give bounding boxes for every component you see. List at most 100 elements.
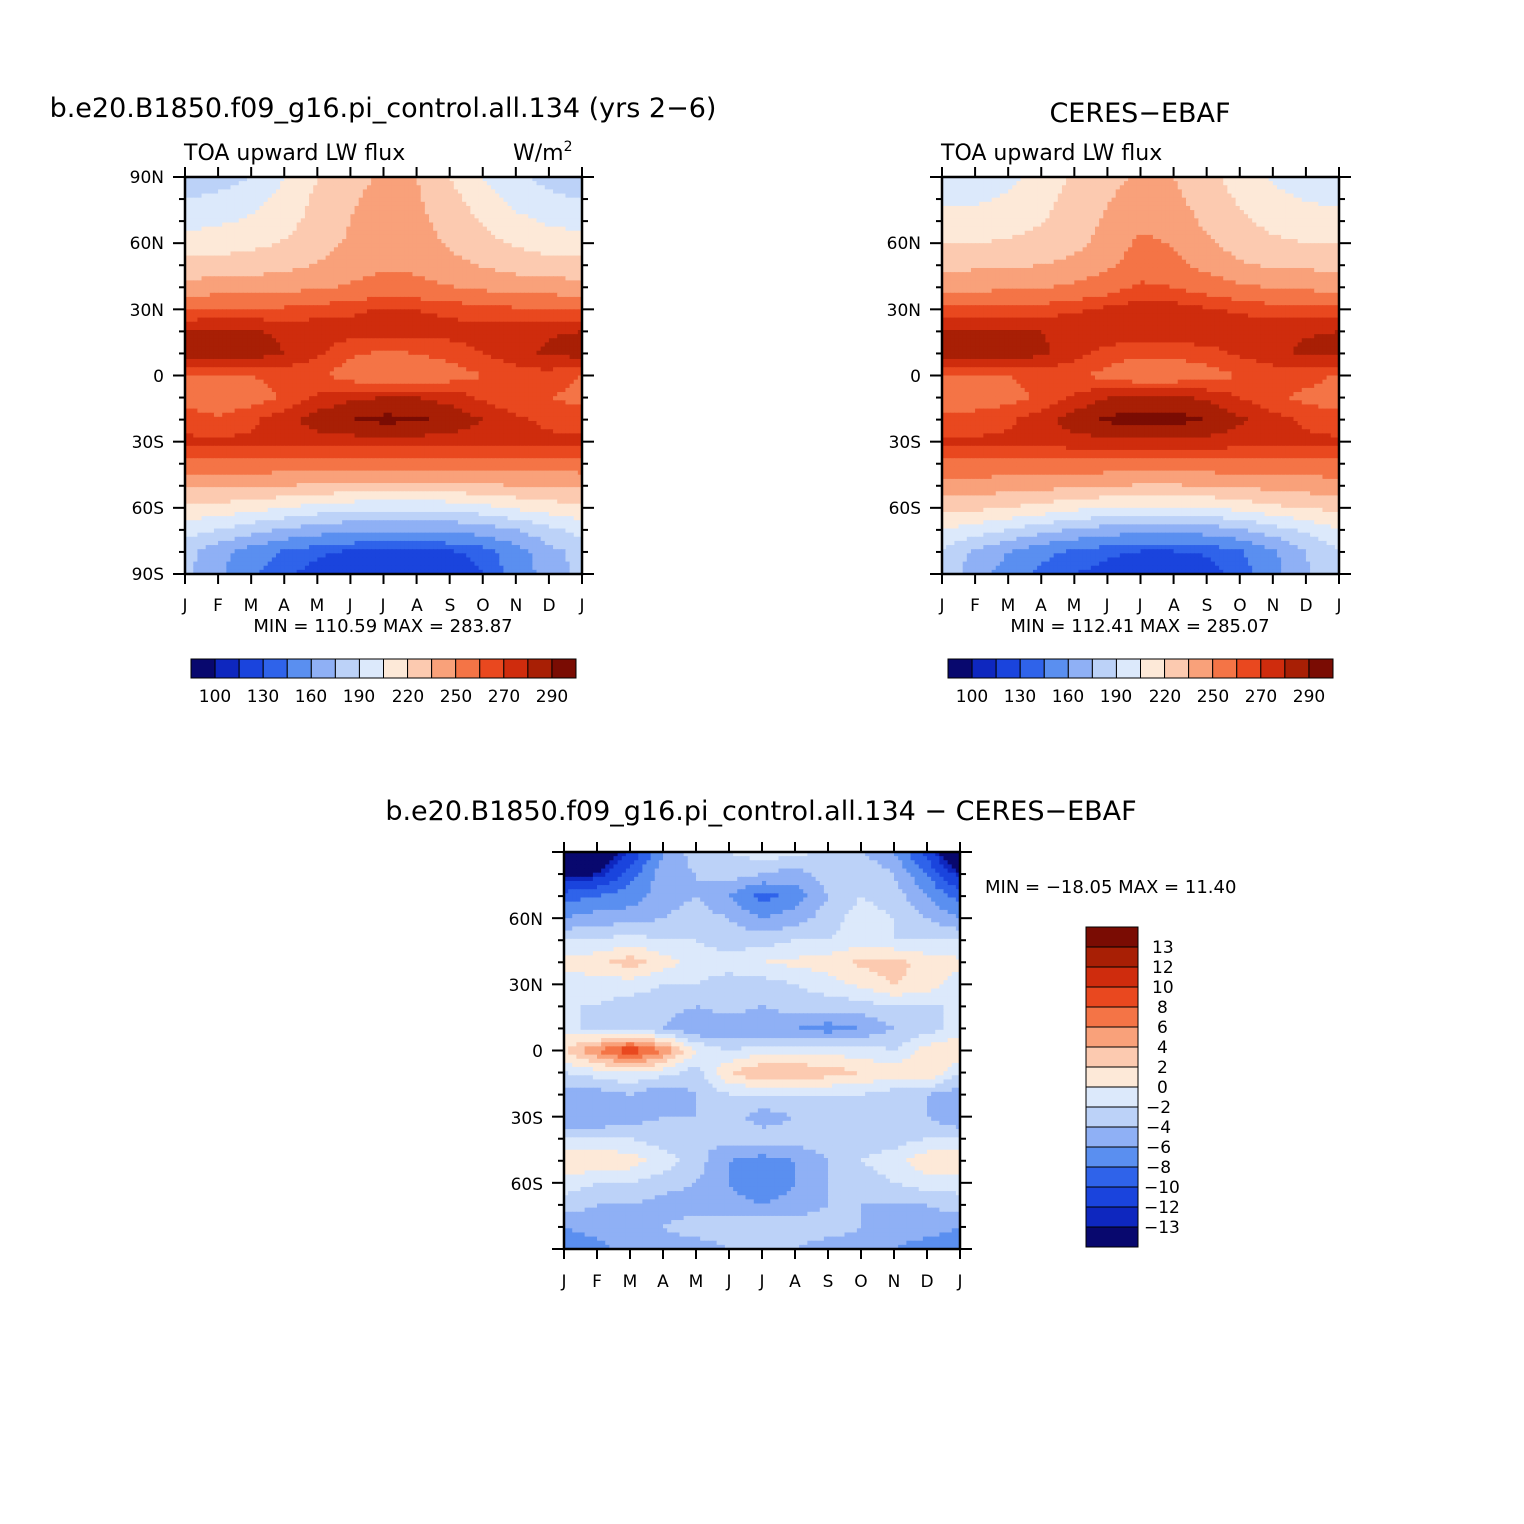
heatmap-cell xyxy=(210,247,215,252)
heatmap-cell xyxy=(293,227,298,232)
heatmap-cell xyxy=(396,338,401,343)
heatmap-cell xyxy=(297,243,302,248)
heatmap-cell xyxy=(520,260,525,265)
heatmap-cell xyxy=(367,231,372,236)
heatmap-cell xyxy=(446,359,451,364)
heatmap-cell xyxy=(384,322,389,327)
heatmap-cell xyxy=(297,359,302,364)
heatmap-cell xyxy=(528,326,533,331)
heatmap-cell xyxy=(309,355,314,360)
heatmap-cell xyxy=(565,185,570,190)
heatmap-cell xyxy=(396,297,401,302)
heatmap-cell xyxy=(330,185,335,190)
heatmap-cell xyxy=(421,297,426,302)
heatmap-cell xyxy=(441,384,446,389)
heatmap-cell xyxy=(541,309,546,314)
heatmap-cell xyxy=(326,268,331,273)
heatmap-cell xyxy=(210,371,215,376)
heatmap-cell xyxy=(367,318,372,323)
heatmap-cell xyxy=(417,347,422,352)
heatmap-cell xyxy=(425,256,430,261)
heatmap-cell xyxy=(301,189,306,194)
heatmap-cell xyxy=(425,330,430,335)
heatmap-cell xyxy=(326,247,331,252)
heatmap-cell xyxy=(524,231,529,236)
heatmap-cell xyxy=(251,351,256,356)
heatmap-cell xyxy=(243,359,248,364)
heatmap-cell xyxy=(466,222,471,227)
heatmap-cell xyxy=(553,276,558,281)
heatmap-cell xyxy=(516,338,521,343)
heatmap-cell xyxy=(379,359,384,364)
heatmap-cell xyxy=(433,181,438,186)
heatmap-cell xyxy=(495,334,500,339)
heatmap-cell xyxy=(222,289,227,294)
heatmap-cell xyxy=(516,322,521,327)
heatmap-cell xyxy=(330,293,335,298)
heatmap-cell xyxy=(491,239,496,244)
heatmap-cell xyxy=(276,342,281,347)
heatmap-cell xyxy=(545,181,550,186)
heatmap-cell xyxy=(379,227,384,232)
heatmap-cell xyxy=(379,301,384,306)
heatmap-cell xyxy=(330,251,335,256)
heatmap-cell xyxy=(458,297,463,302)
heatmap-cell xyxy=(470,260,475,265)
heatmap-cell xyxy=(516,264,521,269)
heatmap-cell xyxy=(247,256,252,261)
heatmap-cell xyxy=(491,297,496,302)
heatmap-cell xyxy=(264,371,269,376)
heatmap-cell xyxy=(301,334,306,339)
heatmap-cell xyxy=(288,289,293,294)
heatmap-cell xyxy=(384,264,389,269)
heatmap-cell xyxy=(288,218,293,223)
heatmap-cell xyxy=(272,202,277,207)
heatmap-cell xyxy=(570,239,575,244)
heatmap-cell xyxy=(259,326,264,331)
heatmap-cell xyxy=(243,210,248,215)
heatmap-cell xyxy=(384,297,389,302)
heatmap-cell xyxy=(210,384,215,389)
heatmap-cell xyxy=(466,214,471,219)
heatmap-cell xyxy=(355,359,360,364)
heatmap-cell xyxy=(272,218,277,223)
heatmap-cell xyxy=(317,338,322,343)
heatmap-cell xyxy=(293,359,298,364)
heatmap-cell xyxy=(557,210,562,215)
heatmap-cell xyxy=(206,301,211,306)
heatmap-cell xyxy=(235,297,240,302)
heatmap-cell xyxy=(210,256,215,261)
heatmap-cell xyxy=(272,280,277,285)
heatmap-cell xyxy=(243,342,248,347)
heatmap-cell xyxy=(537,289,542,294)
heatmap-cell xyxy=(503,380,508,385)
heatmap-cell xyxy=(470,181,475,186)
heatmap-cell xyxy=(408,376,413,381)
heatmap-cell xyxy=(297,185,302,190)
heatmap-cell xyxy=(193,272,198,277)
heatmap-cell xyxy=(516,376,521,381)
heatmap-cell xyxy=(549,272,554,277)
heatmap-cell xyxy=(214,313,219,318)
heatmap-cell xyxy=(537,268,542,273)
heatmap-cell xyxy=(355,214,360,219)
heatmap-cell xyxy=(483,326,488,331)
heatmap-cell xyxy=(210,189,215,194)
heatmap-cell xyxy=(210,218,215,223)
heatmap-cell xyxy=(355,371,360,376)
heatmap-cell xyxy=(326,388,331,393)
heatmap-cell xyxy=(499,280,504,285)
heatmap-cell xyxy=(359,264,364,269)
heatmap-cell xyxy=(264,326,269,331)
heatmap-cell xyxy=(346,222,351,227)
heatmap-cell xyxy=(441,181,446,186)
heatmap-cell xyxy=(276,301,281,306)
heatmap-cell xyxy=(222,239,227,244)
heatmap-cell xyxy=(293,231,298,236)
heatmap-cell xyxy=(400,380,405,385)
heatmap-cell xyxy=(193,326,198,331)
heatmap-cell xyxy=(570,388,575,393)
heatmap-cell xyxy=(392,210,397,215)
heatmap-cell xyxy=(297,231,302,236)
heatmap-cell xyxy=(321,218,326,223)
